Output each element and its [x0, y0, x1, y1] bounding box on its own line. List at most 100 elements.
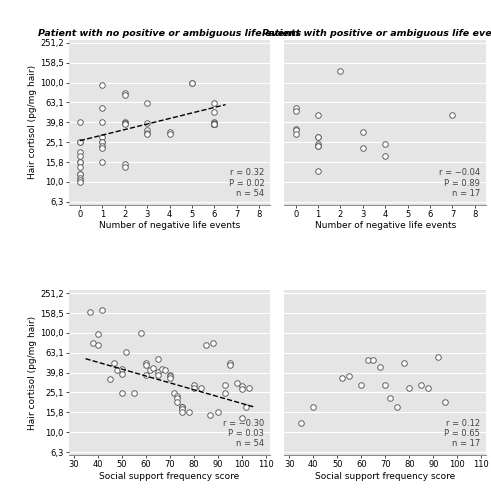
Point [143, 126, 151, 134]
Point [226, 360, 234, 368]
Point [159, 366, 166, 374]
Point [121, 120, 129, 128]
Point [178, 403, 186, 411]
Point [149, 364, 157, 372]
Point [121, 119, 129, 127]
Point [209, 338, 217, 346]
Point [449, 111, 457, 119]
Point [173, 392, 181, 400]
X-axis label: Number of negative life events: Number of negative life events [315, 222, 456, 230]
Point [121, 119, 129, 127]
Point [121, 91, 129, 99]
Point [238, 382, 246, 390]
Text: r = 0.32
P = 0.02
n = 54: r = 0.32 P = 0.02 n = 54 [228, 168, 264, 198]
Point [76, 178, 84, 186]
Point [233, 380, 241, 388]
Point [76, 170, 84, 178]
Point [165, 130, 173, 138]
Point [121, 164, 129, 172]
Point [76, 148, 84, 156]
Y-axis label: Hair cortisol (pg/mg hair): Hair cortisol (pg/mg hair) [28, 66, 37, 180]
Point [369, 356, 377, 364]
Point [98, 104, 106, 112]
Point [98, 144, 106, 152]
Point [146, 366, 154, 374]
Point [143, 98, 151, 106]
Point [211, 119, 218, 127]
Point [197, 384, 205, 392]
Point [76, 138, 84, 146]
Y-axis label: Hair cortisol (pg/mg hair): Hair cortisol (pg/mg hair) [28, 316, 37, 430]
Point [309, 403, 317, 411]
Point [76, 176, 84, 184]
Point [359, 144, 367, 152]
Point [292, 107, 300, 115]
Point [173, 398, 181, 406]
Point [121, 118, 129, 126]
Point [76, 118, 84, 126]
Point [178, 406, 186, 413]
Point [118, 366, 126, 374]
Text: r = −0.04
P = 0.89
n = 17: r = −0.04 P = 0.89 n = 17 [439, 168, 480, 198]
X-axis label: Number of negative life events: Number of negative life events [99, 222, 240, 230]
Point [89, 338, 97, 346]
Point [98, 142, 106, 150]
Title: Patient with no positive or ambiguous life events: Patient with no positive or ambiguous li… [38, 29, 301, 38]
Point [143, 119, 151, 127]
Point [211, 120, 218, 128]
Point [130, 388, 137, 396]
Point [298, 418, 305, 426]
Point [211, 120, 218, 128]
Point [393, 403, 401, 411]
Point [211, 120, 218, 128]
Point [190, 384, 197, 392]
Point [211, 120, 218, 128]
Point [110, 359, 118, 367]
Point [364, 356, 372, 364]
Point [86, 308, 94, 316]
Point [154, 370, 162, 378]
Point [154, 354, 162, 362]
Point [377, 364, 384, 372]
Point [76, 158, 84, 166]
Point [76, 170, 84, 178]
Point [141, 360, 149, 368]
Point [245, 384, 253, 392]
Point [382, 381, 389, 389]
Point [165, 374, 173, 382]
Point [76, 164, 84, 172]
Point [359, 128, 367, 136]
Point [165, 370, 173, 378]
Point [154, 368, 162, 376]
Point [401, 359, 409, 367]
Point [165, 128, 173, 136]
Point [382, 152, 389, 160]
Point [170, 388, 178, 396]
Point [122, 348, 130, 356]
Point [118, 370, 126, 378]
Point [314, 166, 322, 174]
Point [417, 381, 425, 389]
Point [141, 359, 149, 367]
Point [382, 140, 389, 148]
X-axis label: Social support frequency score: Social support frequency score [315, 472, 456, 480]
Point [211, 98, 218, 106]
Point [314, 111, 322, 119]
Title: Patient with positive or ambiguous life events: Patient with positive or ambiguous life … [262, 29, 491, 38]
Point [202, 342, 210, 349]
Point [243, 403, 250, 411]
Point [94, 342, 102, 349]
Point [238, 386, 246, 394]
Point [211, 120, 218, 128]
Point [121, 90, 129, 98]
Point [161, 366, 169, 374]
Text: r = −0.30
P = 0.03
n = 54: r = −0.30 P = 0.03 n = 54 [223, 418, 264, 448]
Point [221, 388, 229, 396]
Point [185, 408, 192, 416]
Point [173, 394, 181, 402]
Point [211, 108, 218, 116]
Point [190, 381, 197, 389]
Point [165, 372, 173, 380]
Point [441, 398, 449, 406]
Text: r = 0.12
P = 0.65
n = 17: r = 0.12 P = 0.65 n = 17 [444, 418, 480, 448]
